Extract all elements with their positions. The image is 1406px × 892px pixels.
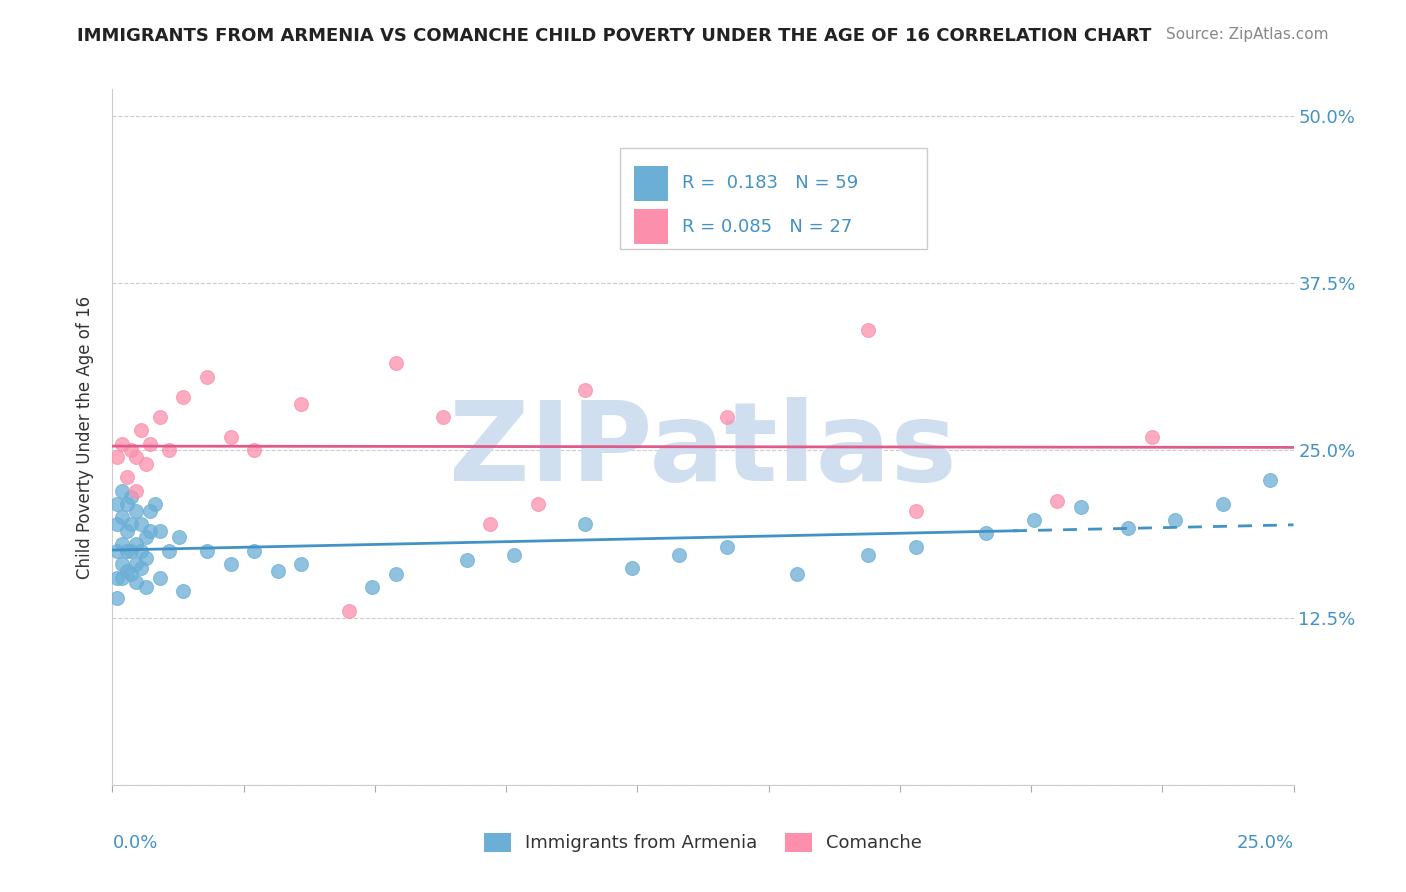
Point xyxy=(120,443,142,458)
Point xyxy=(1070,500,1092,514)
Point xyxy=(111,537,134,551)
Point xyxy=(111,571,134,585)
Point xyxy=(716,410,738,425)
Y-axis label: Child Poverty Under the Age of 16: Child Poverty Under the Age of 16 xyxy=(76,295,94,579)
Point xyxy=(432,410,454,425)
Point xyxy=(105,516,128,531)
Point xyxy=(290,396,312,410)
Point xyxy=(243,544,266,558)
Point xyxy=(976,526,998,541)
Point xyxy=(574,384,596,398)
Point xyxy=(904,503,927,517)
Text: ZIPatlas: ZIPatlas xyxy=(449,398,957,505)
Point xyxy=(115,497,138,511)
Point xyxy=(120,516,142,531)
Point xyxy=(129,424,152,438)
Text: Source: ZipAtlas.com: Source: ZipAtlas.com xyxy=(1166,27,1329,42)
Point xyxy=(858,323,880,337)
Point xyxy=(219,557,242,572)
Point xyxy=(115,524,138,538)
Point xyxy=(139,524,162,538)
Point xyxy=(337,604,360,618)
Point xyxy=(120,490,142,504)
Point xyxy=(1140,430,1163,444)
Point xyxy=(172,584,194,599)
Point xyxy=(115,544,138,558)
Point xyxy=(129,544,152,558)
Bar xyxy=(634,166,668,201)
Point xyxy=(574,516,596,531)
Point xyxy=(503,548,526,562)
Point xyxy=(1212,497,1234,511)
Text: R = 0.085   N = 27: R = 0.085 N = 27 xyxy=(682,218,852,235)
Point xyxy=(1046,494,1069,508)
Point xyxy=(111,436,134,450)
Point xyxy=(219,430,242,444)
Point xyxy=(135,580,157,594)
Point xyxy=(125,557,148,572)
Point xyxy=(290,557,312,572)
Point xyxy=(385,356,408,371)
Text: 25.0%: 25.0% xyxy=(1236,834,1294,852)
Point xyxy=(526,497,548,511)
Point xyxy=(120,566,142,581)
Point xyxy=(135,530,157,544)
Point xyxy=(139,503,162,517)
Point xyxy=(621,561,644,575)
FancyBboxPatch shape xyxy=(620,148,928,249)
Point xyxy=(858,548,880,562)
Point xyxy=(105,571,128,585)
Point xyxy=(111,557,134,572)
Point xyxy=(143,497,166,511)
Point xyxy=(125,574,148,589)
Point xyxy=(125,503,148,517)
Point xyxy=(105,591,128,605)
Point xyxy=(1258,473,1281,487)
Point xyxy=(1164,513,1187,527)
Point xyxy=(385,566,408,581)
Point xyxy=(361,580,384,594)
Point xyxy=(157,544,180,558)
Point xyxy=(149,410,172,425)
Point xyxy=(129,516,152,531)
Point xyxy=(1022,513,1045,527)
Point xyxy=(243,443,266,458)
Point xyxy=(135,550,157,565)
Point xyxy=(125,537,148,551)
Point xyxy=(1116,521,1139,535)
Point xyxy=(115,564,138,578)
Point xyxy=(149,571,172,585)
Point xyxy=(105,544,128,558)
Point xyxy=(129,561,152,575)
Text: R =  0.183   N = 59: R = 0.183 N = 59 xyxy=(682,174,858,192)
Point xyxy=(139,436,162,450)
Point xyxy=(716,540,738,554)
Point xyxy=(167,530,190,544)
Point xyxy=(125,450,148,464)
Bar xyxy=(634,210,668,244)
Point xyxy=(105,450,128,464)
Point xyxy=(668,548,690,562)
Point xyxy=(115,470,138,484)
Point xyxy=(111,483,134,498)
Point xyxy=(120,544,142,558)
Point xyxy=(267,564,290,578)
Point xyxy=(172,390,194,404)
Legend: Immigrants from Armenia, Comanche: Immigrants from Armenia, Comanche xyxy=(484,833,922,853)
Text: IMMIGRANTS FROM ARMENIA VS COMANCHE CHILD POVERTY UNDER THE AGE OF 16 CORRELATIO: IMMIGRANTS FROM ARMENIA VS COMANCHE CHIL… xyxy=(77,27,1152,45)
Point xyxy=(786,566,808,581)
Point xyxy=(105,497,128,511)
Point xyxy=(904,540,927,554)
Point xyxy=(135,457,157,471)
Point xyxy=(479,516,502,531)
Point xyxy=(125,483,148,498)
Point xyxy=(111,510,134,524)
Point xyxy=(456,553,478,567)
Text: 0.0%: 0.0% xyxy=(112,834,157,852)
Point xyxy=(195,369,218,384)
Point xyxy=(195,544,218,558)
Point xyxy=(157,443,180,458)
Point xyxy=(149,524,172,538)
